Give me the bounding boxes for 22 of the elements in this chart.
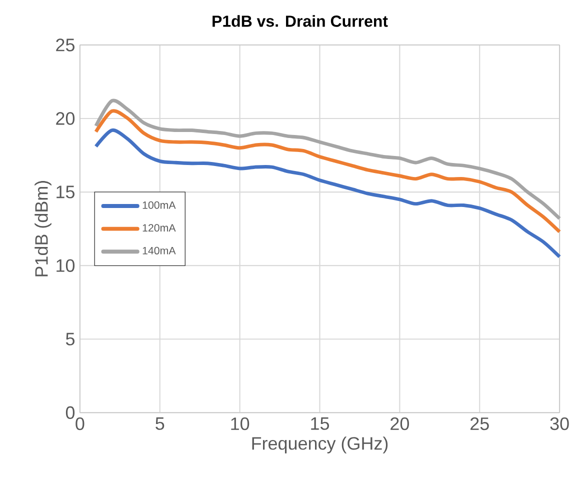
y-tick-label: 5 (66, 333, 74, 346)
y-tick-label: 0 (66, 406, 75, 420)
x-axis-title: Frequency (GHz) (252, 436, 388, 454)
y-tick-label: 20 (56, 112, 75, 126)
legend-label: 100mA (142, 202, 176, 210)
legend-label: 140mA (142, 247, 176, 255)
chart-title: P1dB vs. Drain Current (212, 15, 388, 28)
y-tick-label: 25 (56, 38, 74, 52)
line-series (94, 109, 562, 234)
x-tick-label: 30 (550, 418, 569, 430)
x-tick-label: 15 (311, 418, 330, 430)
x-tick-label: 25 (470, 418, 489, 430)
x-tick-label: 0 (76, 418, 84, 430)
line-series (94, 98, 562, 220)
x-tick-label: 20 (390, 418, 409, 430)
x-tick-label: 10 (231, 418, 250, 430)
line-series (94, 128, 562, 259)
legend-label: 120mA (142, 224, 176, 232)
y-tick-label: 15 (56, 186, 74, 198)
x-tick-label: 5 (156, 418, 164, 430)
y-tick-label: 10 (56, 259, 75, 272)
y-axis-title: P1dB (dBm) (34, 181, 52, 276)
